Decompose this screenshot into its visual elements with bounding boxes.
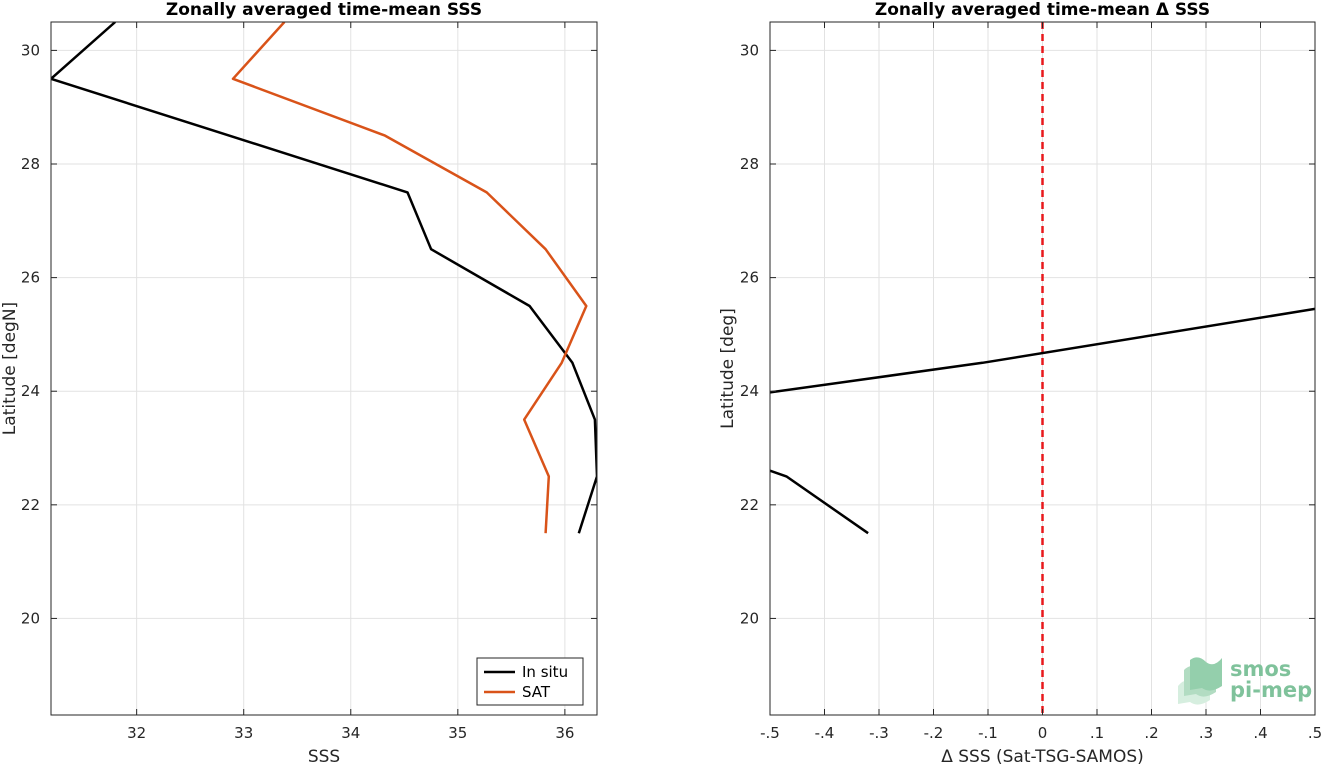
x-tick-label: 32 [127,724,146,742]
y-tick-label: 28 [21,155,40,173]
plot-area [770,22,1315,715]
x-tick-label: 0 [1038,724,1048,742]
y-tick-label: 24 [21,382,40,400]
chart-delta-sss-profile: -.5 -.4 -.3 -.2 -.1 0 .1 .2 .3 .4 .5 20 22 24 26 28 30 Zo… [718,0,1322,765]
y-tick-label: 20 [740,609,759,627]
y-axis-label: Latitude [degN] [0,302,20,435]
x-tick-label: 35 [448,724,467,742]
x-tick-label: .4 [1253,724,1267,742]
y-tick-label: 28 [740,155,759,173]
series-line-segment-1 [770,469,869,535]
x-tick-label: .3 [1199,724,1213,742]
x-axis-label: SSS [308,747,340,765]
x-tick-label: .5 [1308,724,1322,742]
y-tick-label: 24 [740,382,759,400]
x-tick-label: 36 [555,724,574,742]
y-axis-label: Latitude [deg] [718,308,738,429]
logo-waves-graphic [1178,657,1222,705]
legend-box [476,657,584,706]
x-tick-label: 34 [341,724,360,742]
legend-label: In situ [522,663,568,681]
x-axis-label: Δ SSS (Sat-TSG-SAMOS) [941,747,1144,765]
chart-title: Zonally averaged time-mean SSS [166,0,482,20]
x-tick-label: -.1 [978,724,998,742]
y-tick-label: 20 [21,609,40,627]
y-tick-label: 22 [21,496,40,514]
plot-area [51,22,597,534]
y-tick-label: 30 [740,41,759,59]
series-line-segment-0 [770,307,1315,394]
logo-text-smos: smos [1230,657,1291,681]
legend-label: SAT [522,683,551,701]
x-tick-label: .2 [1144,724,1158,742]
axes-box [50,21,598,716]
x-tick-label: -.5 [760,724,780,742]
x-tick-label: -.2 [924,724,944,742]
chart-title: Zonally averaged time-mean Δ SSS [875,0,1210,20]
legend: In situ SAT [476,657,584,706]
smos-pi-mep-logo: smos pi-mep [1178,657,1312,705]
x-tick-label: -.3 [869,724,889,742]
y-tick-label: 26 [21,269,40,287]
y-tick-label: 26 [740,269,759,287]
series-line-sat [231,22,588,534]
y-tick-label: 30 [21,41,40,59]
x-tick-label: .1 [1090,724,1104,742]
x-tick-label: -.4 [815,724,835,742]
logo-text-pi-mep: pi-mep [1230,678,1312,702]
chart-sss-profile: 32 33 34 35 36 20 22 24 26 28 30 Zonally averaged t… [0,0,598,765]
y-tick-label: 22 [740,496,759,514]
x-tick-label: 33 [234,724,253,742]
series-line-in-situ [51,22,597,534]
